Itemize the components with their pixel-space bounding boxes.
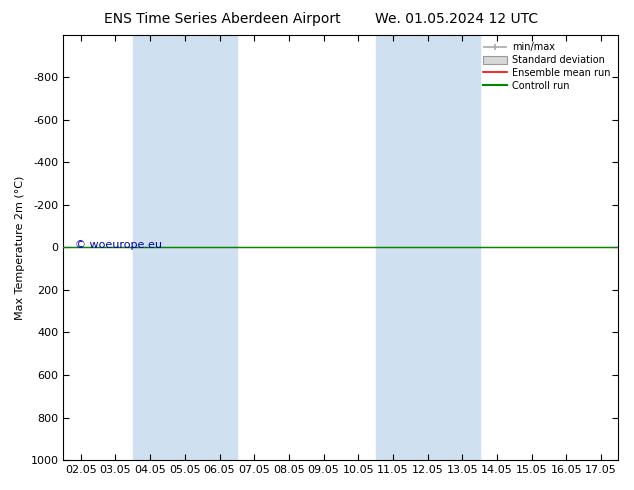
Bar bbox=[133, 35, 237, 460]
Y-axis label: Max Temperature 2m (°C): Max Temperature 2m (°C) bbox=[15, 175, 25, 319]
Legend: min/max, Standard deviation, Ensemble mean run, Controll run: min/max, Standard deviation, Ensemble me… bbox=[480, 40, 614, 94]
Text: © woeurope.eu: © woeurope.eu bbox=[75, 240, 162, 250]
Text: ENS Time Series Aberdeen Airport: ENS Time Series Aberdeen Airport bbox=[103, 12, 340, 26]
Bar bbox=[375, 35, 480, 460]
Text: We. 01.05.2024 12 UTC: We. 01.05.2024 12 UTC bbox=[375, 12, 538, 26]
